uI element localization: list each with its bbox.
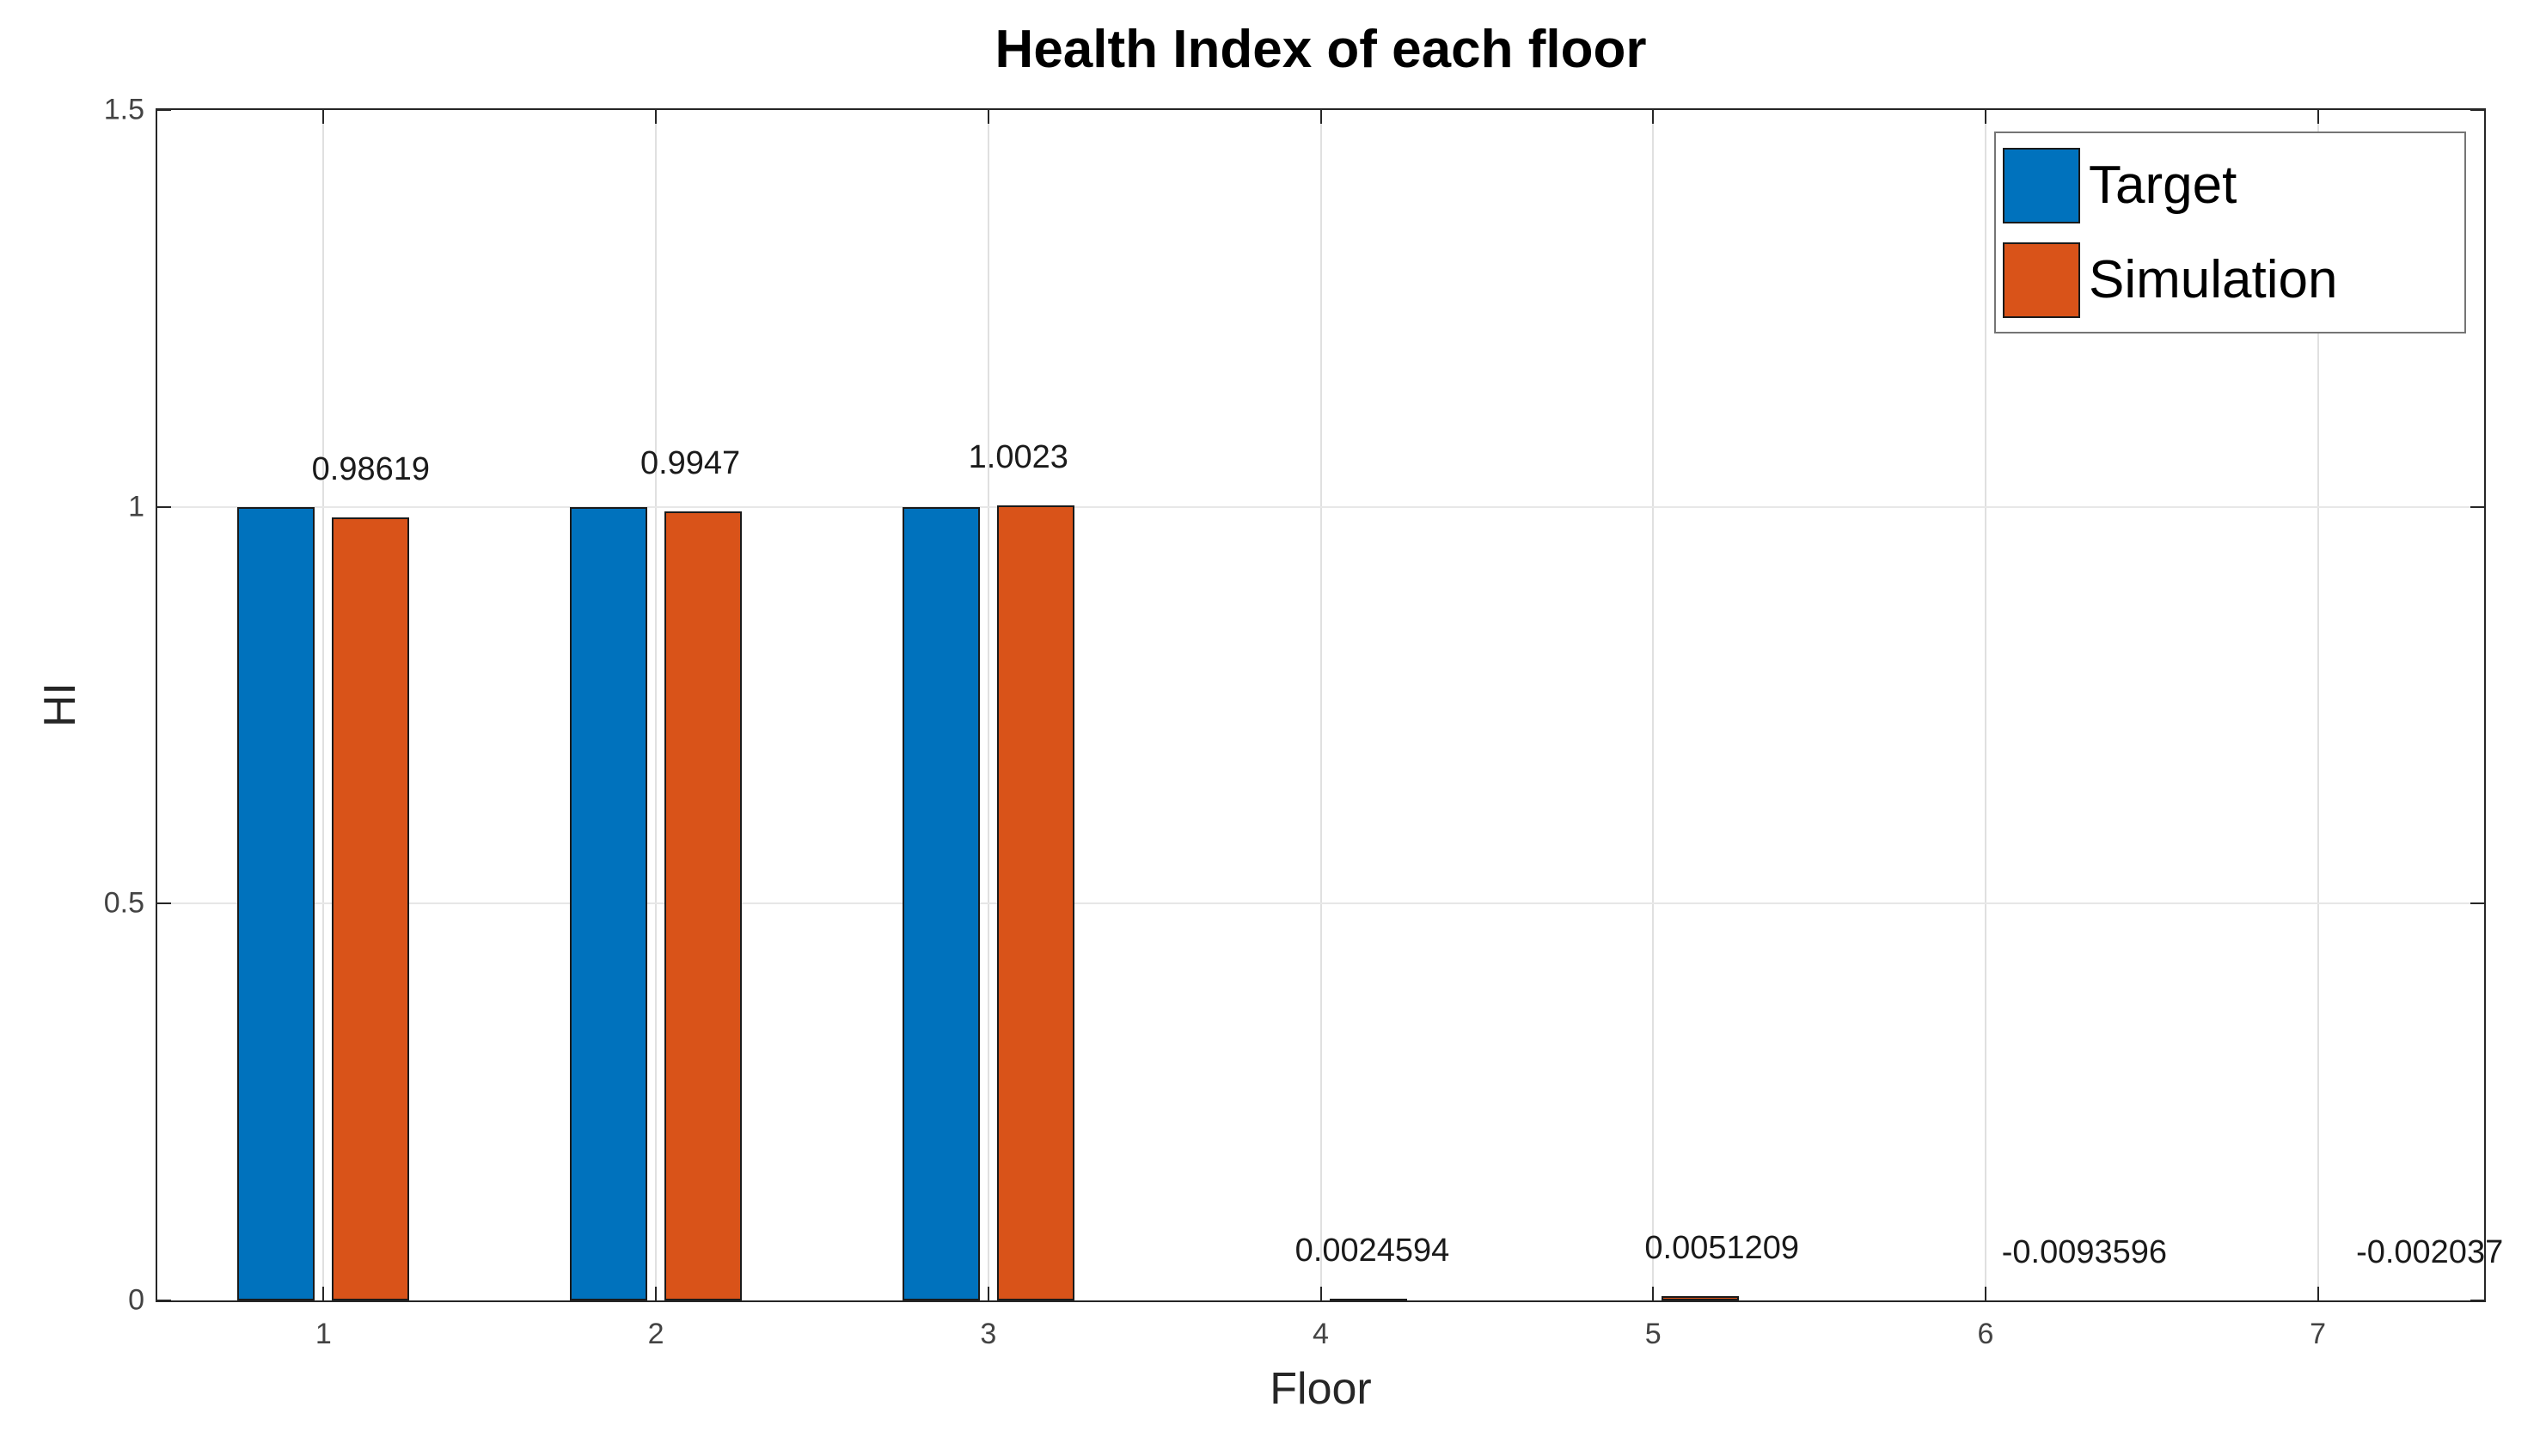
legend-item-simulation: Simulation [2003, 242, 2464, 318]
bar-value-label: 0.9947 [640, 444, 741, 481]
y-tick-mark-right [2470, 1300, 2484, 1301]
x-tick-label: 5 [1644, 1318, 1662, 1350]
y-tick-mark [157, 109, 171, 111]
x-tick-mark-top [655, 110, 658, 124]
y-tick-mark-right [2470, 505, 2484, 508]
grid-line-horizontal [157, 902, 2484, 905]
bar-simulation [664, 511, 743, 1300]
bar-target [902, 507, 980, 1300]
y-tick-label: 1.5 [103, 93, 144, 126]
y-axis-label: HI [35, 682, 85, 727]
x-tick-mark-top [1319, 110, 1322, 124]
x-tick-mark-top [2317, 110, 2319, 124]
legend: Target Simulation [1994, 132, 2466, 333]
y-tick-mark [157, 902, 171, 905]
x-tick-mark [1984, 1287, 1986, 1300]
grid-line-vertical [1652, 110, 1655, 1300]
bar-simulation [1662, 1296, 1740, 1300]
bar-target [570, 507, 648, 1300]
grid-line-vertical [655, 110, 658, 1300]
bar-target [237, 507, 315, 1300]
legend-label-target: Target [2089, 155, 2237, 215]
bar-simulation [996, 505, 1074, 1300]
x-tick-label: 7 [2310, 1318, 2327, 1350]
chart-title: Health Index of each floor [995, 20, 1647, 79]
y-tick-label: 0.5 [103, 886, 144, 920]
bar-value-label: 1.0023 [968, 438, 1068, 475]
y-tick-label: 0 [128, 1283, 144, 1317]
bar-value-label: -0.0093596 [2001, 1234, 2168, 1270]
x-axis-label: Floor [1270, 1364, 1372, 1414]
x-tick-label: 3 [980, 1318, 997, 1350]
simulation-swatch [2003, 242, 2080, 318]
grid-line-vertical [322, 110, 325, 1300]
legend-label-simulation: Simulation [2089, 249, 2338, 309]
bar-value-label: 0.98619 [311, 451, 431, 488]
grid-line-vertical [1984, 110, 1986, 1300]
bar-value-label: 0.0024594 [1294, 1232, 1450, 1269]
x-tick-label: 6 [1977, 1318, 1994, 1350]
grid-line-vertical [987, 110, 989, 1300]
x-tick-mark-top [322, 110, 325, 124]
x-tick-label: 1 [315, 1318, 332, 1350]
grid-line-vertical [1319, 110, 1322, 1300]
x-tick-label: 2 [647, 1318, 664, 1350]
legend-item-target: Target [2003, 147, 2464, 223]
x-tick-mark-top [1652, 110, 1655, 124]
x-tick-mark [987, 1287, 989, 1300]
y-tick-mark [157, 1300, 171, 1301]
x-tick-mark [1652, 1287, 1655, 1300]
x-tick-mark [2317, 1287, 2319, 1300]
x-tick-mark-top [987, 110, 989, 124]
x-tick-mark [655, 1287, 658, 1300]
x-tick-mark [322, 1287, 325, 1300]
x-tick-mark [1319, 1287, 1322, 1300]
x-tick-mark-top [1984, 110, 1986, 124]
y-tick-label: 1 [128, 490, 144, 523]
bar-simulation [332, 517, 410, 1300]
grid-line-vertical [2317, 110, 2319, 1300]
bar-value-label: 0.0051209 [1644, 1230, 1800, 1267]
x-tick-label: 4 [1313, 1318, 1329, 1350]
y-tick-mark-right [2470, 109, 2484, 111]
bar-value-label: -0.002037 [2356, 1234, 2504, 1270]
y-tick-mark-right [2470, 902, 2484, 905]
bar-simulation [1329, 1299, 1407, 1302]
grid-line-horizontal [157, 505, 2484, 508]
target-swatch [2003, 147, 2080, 223]
y-tick-mark [157, 505, 171, 508]
